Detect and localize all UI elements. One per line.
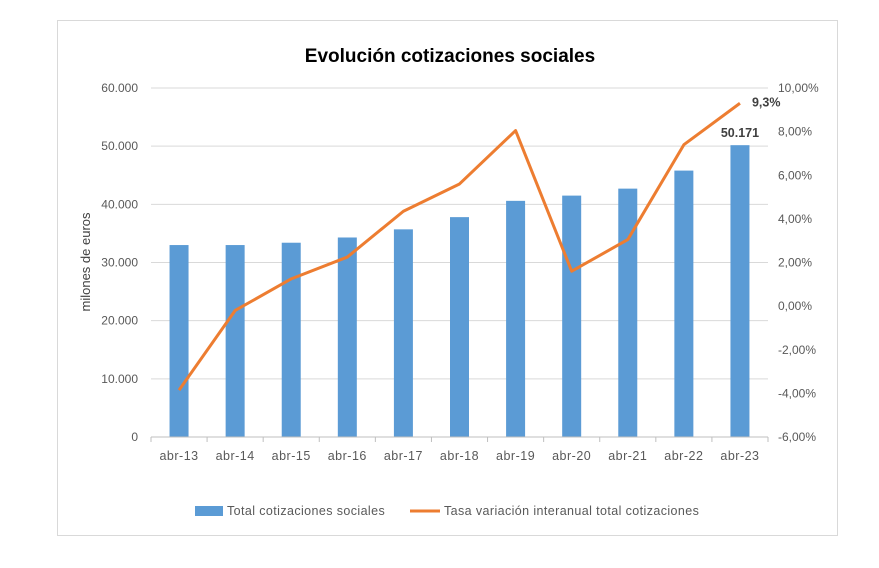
bar [618,188,638,437]
y-tick-label: 60.000 [101,81,138,95]
chart-frame [57,20,838,536]
y2-tick-label: -6,00% [778,430,816,444]
x-tick-label: abr-21 [608,449,647,463]
data-label: 50.171 [721,126,759,140]
x-tick-label: abr-13 [159,449,198,463]
x-tick-label: abr-22 [664,449,703,463]
bar [506,200,526,437]
x-tick-label: abr-19 [496,449,535,463]
bar [393,229,413,437]
x-tick-label: abr-15 [272,449,311,463]
legend-label: Tasa variación interanual total cotizaci… [444,504,699,518]
y2-tick-label: 4,00% [778,212,812,226]
y2-tick-label: -2,00% [778,343,816,357]
y-tick-label: 20.000 [101,314,138,328]
bar [169,245,189,437]
data-label: 9,3% [752,95,781,109]
chart-title: Evolución cotizaciones sociales [305,46,595,67]
y-axis-label: milones de euros [78,212,93,311]
x-tick-label: abr-14 [216,449,255,463]
x-tick-label: abr-23 [720,449,759,463]
x-tick-label: abr-17 [384,449,423,463]
bar [674,170,694,437]
bar [225,245,245,437]
y2-tick-label: 6,00% [778,168,812,182]
y2-tick-label: 2,00% [778,256,812,270]
bar [281,242,301,437]
y2-tick-label: -4,00% [778,386,816,400]
y-tick-label: 30.000 [101,256,138,270]
legend-label: Total cotizaciones sociales [227,504,385,518]
legend-swatch-bar [195,506,223,516]
x-tick-label: abr-16 [328,449,367,463]
y2-tick-label: 0,00% [778,299,812,313]
x-tick-label: abr-18 [440,449,479,463]
x-tick-label: abr-20 [552,449,591,463]
y-tick-label: 0 [131,430,138,444]
bar [450,217,469,437]
bar [337,237,357,437]
y-tick-label: 50.000 [101,139,138,153]
y2-tick-label: 10,00% [778,81,819,95]
bar [562,195,582,437]
bar [730,145,750,438]
y2-tick-label: 8,00% [778,125,812,139]
y-tick-label: 40.000 [101,197,138,211]
y-tick-label: 10.000 [101,372,138,386]
